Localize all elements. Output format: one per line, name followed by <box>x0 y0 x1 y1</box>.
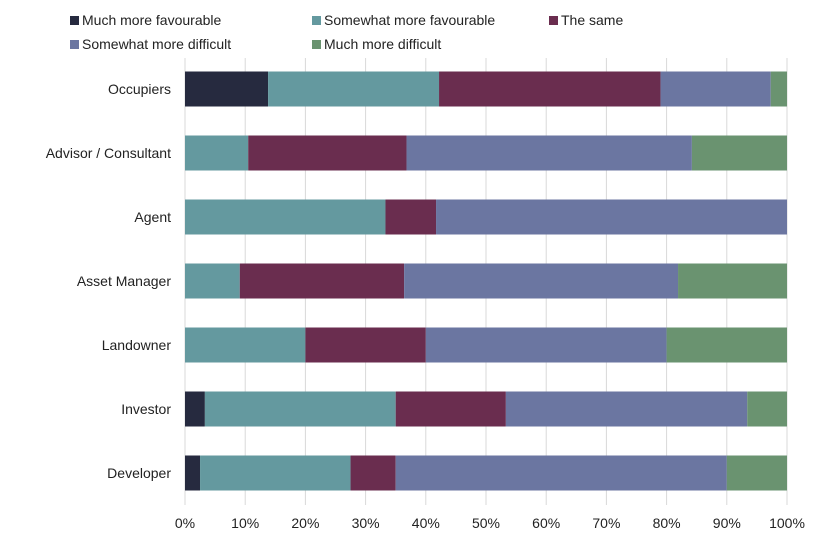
bar-investor-the-same <box>395 391 506 427</box>
bar-landowner-the-same <box>305 327 426 363</box>
legend-label-much-more-favourable: Much more favourable <box>82 12 222 28</box>
x-tick-label-4: 40% <box>412 515 440 531</box>
bar-landowner-much-more-difficult <box>666 327 787 363</box>
bar-occupiers-the-same <box>439 71 661 107</box>
bar-investor-much-more-favourable <box>185 391 205 427</box>
legend-swatch-somewhat-more-favourable <box>312 16 321 25</box>
bar-investor-somewhat-more-favourable <box>204 391 396 427</box>
category-label-landowner: Landowner <box>102 337 172 353</box>
x-tick-label-7: 70% <box>592 515 620 531</box>
category-labels: Occupiers Advisor / Consultant Agent Asset … <box>46 81 172 481</box>
bar-asset-manager-somewhat-more-favourable <box>185 263 240 299</box>
x-axis-ticks: 0% 10% 20% 30% 40% 50% 60% 70% 80% 90% 100% <box>175 515 805 531</box>
legend-label-much-more-difficult: Much more difficult <box>324 36 441 52</box>
bar-asset-manager-somewhat-more-difficult <box>404 263 679 299</box>
bar-occupiers-somewhat-more-difficult <box>660 71 771 107</box>
category-label-developer: Developer <box>107 465 171 481</box>
bar-agent-the-same <box>385 199 437 235</box>
bar-occupiers-much-more-difficult <box>770 71 787 107</box>
bar-agent-somewhat-more-difficult <box>436 199 787 235</box>
bar-developer-much-more-favourable <box>185 455 201 491</box>
x-tick-label-9: 90% <box>713 515 741 531</box>
bar-investor-much-more-difficult <box>747 391 787 427</box>
bar-developer-somewhat-more-favourable <box>200 455 351 491</box>
bar-occupiers-somewhat-more-favourable <box>268 71 440 107</box>
x-tick-label-5: 50% <box>472 515 500 531</box>
bar-asset-manager-the-same <box>239 263 405 299</box>
bar-advisor-consultant-much-more-difficult <box>691 135 787 171</box>
x-tick-label-1: 10% <box>231 515 259 531</box>
category-label-advisor-consultant: Advisor / Consultant <box>46 145 171 161</box>
bar-landowner-somewhat-more-difficult <box>425 327 667 363</box>
category-label-agent: Agent <box>134 209 171 225</box>
x-tick-label-6: 60% <box>532 515 560 531</box>
x-tick-label-0: 0% <box>175 515 195 531</box>
x-tick-label-3: 30% <box>352 515 380 531</box>
bar-developer-the-same <box>350 455 396 491</box>
bar-developer-much-more-difficult <box>726 455 787 491</box>
x-tick-label-2: 20% <box>291 515 319 531</box>
bar-advisor-consultant-somewhat-more-difficult <box>406 135 692 171</box>
legend-label-somewhat-more-favourable: Somewhat more favourable <box>324 12 495 28</box>
bar-advisor-consultant-somewhat-more-favourable <box>185 135 249 171</box>
bar-occupiers-much-more-favourable <box>185 71 269 107</box>
legend-swatch-much-more-difficult <box>312 40 321 49</box>
legend-label-the-same: The same <box>561 12 623 28</box>
legend-swatch-much-more-favourable <box>70 16 79 25</box>
x-tick-label-10: 100% <box>769 515 805 531</box>
bar-developer-somewhat-more-difficult <box>395 455 727 491</box>
legend: Much more favourable Somewhat more favour… <box>70 12 623 52</box>
bar-landowner-somewhat-more-favourable <box>185 327 306 363</box>
bar-advisor-consultant-the-same <box>248 135 407 171</box>
legend-label-somewhat-more-difficult: Somewhat more difficult <box>82 36 231 52</box>
category-label-occupiers: Occupiers <box>108 81 171 97</box>
bars <box>185 71 787 491</box>
bar-investor-somewhat-more-difficult <box>505 391 748 427</box>
bar-agent-somewhat-more-favourable <box>185 199 386 235</box>
legend-swatch-somewhat-more-difficult <box>70 40 79 49</box>
category-label-investor: Investor <box>121 401 171 417</box>
x-tick-label-8: 80% <box>653 515 681 531</box>
legend-swatch-the-same <box>549 16 558 25</box>
bar-asset-manager-much-more-difficult <box>678 263 787 299</box>
category-label-asset-manager: Asset Manager <box>77 273 171 289</box>
